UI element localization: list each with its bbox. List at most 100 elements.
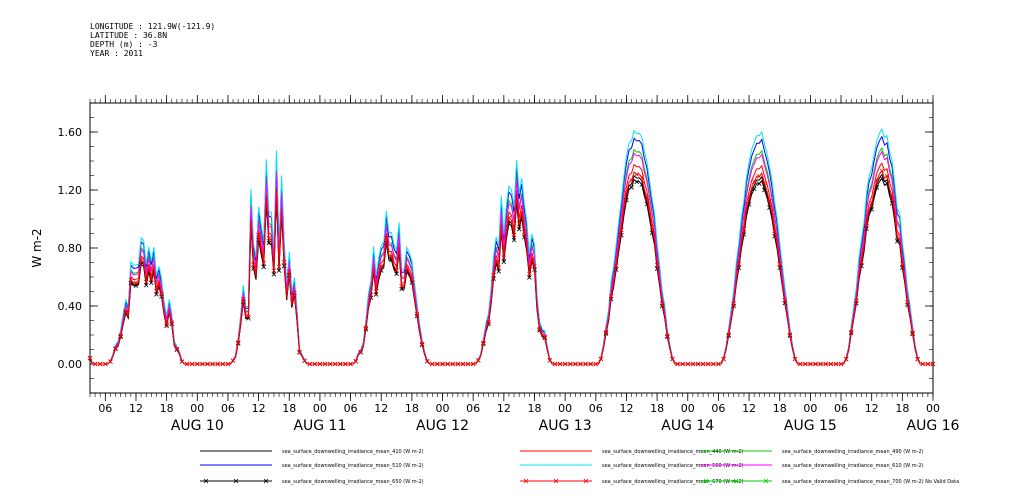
day-label: AUG 10 — [171, 418, 224, 434]
legend-label: sea_surface_downwelling_irradiance_mean_… — [602, 479, 744, 485]
series-marker-8 — [726, 332, 731, 337]
series-marker-8 — [808, 361, 813, 367]
series-marker-8 — [797, 361, 803, 367]
series-marker-8 — [869, 200, 874, 206]
series-marker-8 — [307, 361, 312, 367]
x-tick-label: 06 — [466, 402, 480, 415]
series-marker-8 — [598, 356, 604, 362]
day-label: AUG 12 — [416, 418, 469, 434]
y-tick-label: 1.20 — [58, 184, 83, 197]
series-marker-8 — [215, 361, 221, 367]
y-tick-label: 1.60 — [58, 126, 83, 139]
legend-label: sea_surface_downwelling_irradiance_mean_… — [782, 479, 959, 485]
series-marker-8 — [435, 361, 440, 367]
series-marker-8 — [368, 292, 374, 298]
series-marker-8 — [644, 195, 650, 200]
series-marker-8 — [859, 259, 864, 265]
series-marker-8 — [251, 262, 256, 267]
series-marker-8 — [205, 361, 210, 367]
series-marker-8 — [353, 358, 358, 364]
series-marker-8 — [629, 177, 634, 183]
series-marker-8 — [292, 290, 297, 296]
series-marker-7 — [777, 265, 783, 271]
series-marker-8 — [97, 361, 103, 367]
x-tick-label: 18 — [650, 402, 664, 415]
series-marker-8 — [649, 225, 655, 230]
series-marker-7 — [266, 240, 272, 246]
series-marker-8 — [445, 361, 450, 367]
series-marker-7 — [164, 323, 169, 329]
series-marker-8 — [608, 294, 614, 299]
series-marker-8 — [414, 311, 420, 317]
series-marker-8 — [419, 341, 425, 347]
series-marker-8 — [639, 174, 645, 180]
series-marker-8 — [746, 195, 752, 201]
legend-marker — [733, 478, 739, 484]
series-marker-8 — [736, 261, 742, 267]
series-marker-8 — [343, 361, 348, 367]
series-marker-8 — [905, 300, 910, 305]
series-marker-7 — [864, 226, 869, 231]
series-marker-7 — [654, 266, 660, 271]
series-marker-8 — [542, 334, 547, 340]
series-marker-8 — [557, 361, 563, 367]
series-marker-8 — [552, 361, 558, 367]
y-tick-label: 0.80 — [58, 242, 83, 255]
series-marker-8 — [578, 361, 583, 367]
series-marker-8 — [317, 361, 323, 367]
series-marker-8 — [583, 361, 588, 367]
series-marker-8 — [179, 359, 185, 364]
series-marker-8 — [128, 277, 134, 283]
series-marker-7 — [894, 239, 900, 244]
series-marker-8 — [828, 361, 834, 367]
series-marker-8 — [562, 361, 568, 367]
legend-marker — [583, 478, 589, 484]
series-marker-8 — [108, 359, 113, 364]
series-marker-7 — [751, 186, 757, 192]
legend-marker — [553, 478, 559, 484]
series-marker-8 — [654, 262, 660, 268]
series-marker-8 — [516, 221, 522, 226]
series-marker-8 — [271, 268, 277, 273]
series-marker-7 — [869, 207, 874, 212]
series-marker-8 — [813, 361, 818, 367]
series-marker-8 — [695, 361, 701, 367]
longitude-label: LONGITUDE : 121.9W(-121.9) — [90, 22, 216, 31]
series-marker-8 — [521, 229, 527, 235]
x-tick-label: 18 — [527, 402, 541, 415]
series-marker-8 — [491, 272, 496, 278]
series-marker-8 — [624, 191, 629, 196]
series-marker-7 — [271, 272, 277, 277]
series-marker-8 — [246, 314, 251, 319]
series-marker-8 — [818, 361, 823, 367]
series-marker-8 — [915, 356, 920, 362]
x-tick-label: 12 — [129, 402, 143, 415]
series-marker-8 — [424, 358, 430, 364]
series-marker-8 — [455, 361, 461, 367]
series-marker-8 — [670, 356, 675, 362]
day-label: AUG 13 — [539, 418, 592, 434]
series-marker-8 — [721, 356, 726, 362]
series-marker-8 — [501, 255, 507, 260]
series-marker-8 — [460, 361, 466, 367]
x-tick-label: 06 — [589, 402, 603, 415]
series-marker-8 — [700, 361, 706, 367]
series-marker-8 — [430, 361, 435, 367]
plot-metadata: LONGITUDE : 121.9W(-121.9) LATITUDE : 36… — [90, 22, 215, 58]
series-marker-8 — [879, 168, 885, 174]
series-marker-8 — [716, 361, 721, 367]
chart-legend: sea_surface_downwelling_irradiance_mean_… — [200, 449, 959, 485]
series-marker-8 — [195, 361, 200, 367]
series-marker-8 — [440, 361, 445, 367]
series-marker-7 — [516, 226, 522, 232]
series-marker-8 — [169, 320, 175, 325]
series-marker-8 — [92, 361, 98, 367]
x-tick-label: 00 — [803, 402, 817, 415]
series-marker-8 — [511, 232, 517, 238]
series-marker-8 — [312, 361, 318, 367]
series-marker-8 — [741, 226, 747, 232]
x-tick-label: 12 — [374, 402, 388, 415]
x-tick-label: 06 — [711, 402, 725, 415]
series-marker-8 — [777, 261, 783, 267]
series-marker-8 — [665, 333, 670, 339]
